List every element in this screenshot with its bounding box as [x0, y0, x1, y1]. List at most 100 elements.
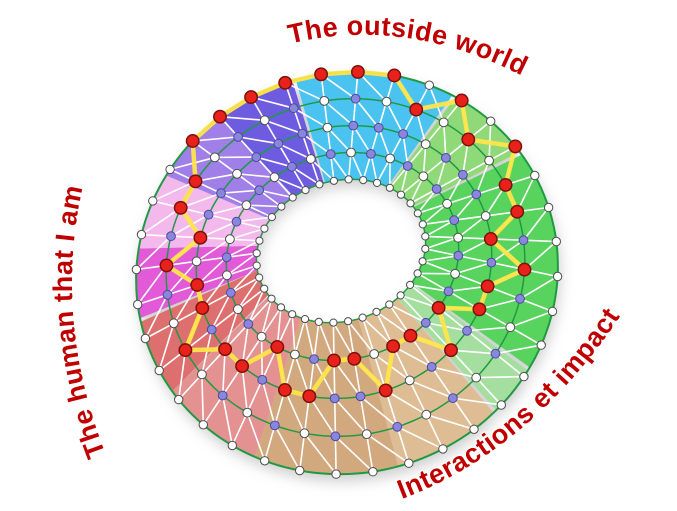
- grid-node[interactable]: [372, 307, 381, 316]
- grid-node[interactable]: [484, 155, 495, 166]
- grid-node[interactable]: [368, 467, 378, 477]
- profile-node[interactable]: [480, 279, 495, 294]
- grid-node[interactable]: [331, 469, 341, 479]
- grid-node[interactable]: [256, 331, 267, 342]
- grid-node[interactable]: [420, 317, 431, 328]
- profile-node[interactable]: [327, 353, 341, 368]
- profile-node[interactable]: [190, 278, 205, 292]
- grid-node[interactable]: [519, 371, 529, 382]
- grid-node[interactable]: [241, 200, 252, 211]
- grid-node[interactable]: [288, 193, 297, 202]
- profile-node[interactable]: [195, 301, 210, 315]
- profile-node[interactable]: [185, 134, 200, 148]
- grid-node[interactable]: [322, 122, 333, 133]
- grid-node[interactable]: [299, 428, 310, 439]
- grid-node[interactable]: [222, 270, 232, 281]
- grid-node[interactable]: [346, 147, 356, 158]
- grid-node[interactable]: [515, 293, 525, 304]
- profile-node[interactable]: [472, 302, 487, 317]
- grid-node[interactable]: [330, 431, 341, 442]
- grid-node[interactable]: [361, 429, 372, 440]
- grid-node[interactable]: [260, 224, 269, 233]
- grid-node[interactable]: [198, 420, 209, 430]
- grid-node[interactable]: [441, 153, 451, 163]
- grid-node[interactable]: [174, 394, 184, 405]
- grid-node[interactable]: [431, 184, 442, 194]
- profile-node[interactable]: [387, 68, 402, 83]
- grid-node[interactable]: [421, 232, 430, 241]
- profile-node[interactable]: [347, 351, 362, 366]
- grid-node[interactable]: [166, 231, 176, 242]
- grid-node[interactable]: [392, 421, 403, 432]
- grid-node[interactable]: [406, 199, 415, 208]
- grid-node[interactable]: [162, 289, 173, 300]
- profile-node[interactable]: [173, 200, 188, 215]
- grid-node[interactable]: [217, 390, 228, 401]
- grid-node[interactable]: [273, 138, 284, 149]
- grid-node[interactable]: [505, 322, 516, 333]
- grid-node[interactable]: [168, 318, 179, 329]
- profile-node[interactable]: [270, 340, 285, 354]
- grid-node[interactable]: [314, 317, 323, 326]
- profile-node[interactable]: [278, 75, 293, 90]
- grid-node[interactable]: [398, 129, 409, 139]
- grid-node[interactable]: [301, 186, 310, 195]
- grid-node[interactable]: [136, 229, 147, 240]
- grid-node[interactable]: [329, 393, 340, 404]
- grid-node[interactable]: [233, 132, 244, 142]
- grid-node[interactable]: [421, 244, 430, 253]
- grid-node[interactable]: [418, 257, 427, 266]
- grid-node[interactable]: [518, 235, 529, 246]
- profile-node[interactable]: [244, 90, 259, 105]
- grid-node[interactable]: [329, 318, 338, 327]
- profile-node[interactable]: [378, 383, 393, 398]
- grid-node[interactable]: [191, 256, 202, 267]
- grid-node[interactable]: [358, 313, 367, 322]
- profile-node[interactable]: [277, 383, 292, 397]
- grid-node[interactable]: [480, 211, 491, 221]
- grid-node[interactable]: [233, 304, 243, 315]
- grid-node[interactable]: [396, 190, 406, 199]
- grid-node[interactable]: [288, 310, 297, 319]
- grid-node[interactable]: [385, 183, 394, 192]
- grid-node[interactable]: [443, 286, 454, 297]
- profile-node[interactable]: [188, 174, 203, 189]
- grid-node[interactable]: [536, 340, 546, 350]
- profile-node[interactable]: [314, 67, 329, 82]
- grid-node[interactable]: [259, 115, 270, 126]
- grid-node[interactable]: [319, 96, 330, 106]
- grid-node[interactable]: [216, 188, 226, 199]
- grid-node[interactable]: [297, 128, 308, 139]
- grid-node[interactable]: [287, 161, 297, 172]
- grid-node[interactable]: [290, 349, 300, 360]
- grid-node[interactable]: [486, 257, 497, 268]
- grid-node[interactable]: [269, 420, 280, 431]
- grid-node[interactable]: [355, 391, 366, 402]
- grid-node[interactable]: [406, 280, 415, 289]
- grid-node[interactable]: [458, 169, 468, 180]
- profile-node[interactable]: [461, 132, 476, 147]
- grid-node[interactable]: [197, 369, 207, 380]
- grid-node[interactable]: [206, 324, 217, 335]
- grid-node[interactable]: [552, 271, 563, 282]
- profile-node[interactable]: [235, 359, 250, 374]
- profile-node[interactable]: [517, 262, 532, 277]
- grid-node[interactable]: [453, 250, 464, 261]
- grid-node[interactable]: [424, 80, 434, 90]
- grid-node[interactable]: [490, 348, 501, 359]
- grid-node[interactable]: [252, 249, 261, 258]
- grid-node[interactable]: [471, 372, 482, 383]
- grid-node[interactable]: [257, 374, 268, 385]
- grid-node[interactable]: [288, 103, 299, 114]
- grid-node[interactable]: [404, 375, 415, 386]
- grid-node[interactable]: [348, 120, 359, 131]
- grid-node[interactable]: [471, 189, 482, 200]
- grid-node[interactable]: [260, 284, 269, 293]
- grid-node[interactable]: [140, 333, 151, 344]
- profile-node[interactable]: [510, 204, 525, 219]
- grid-node[interactable]: [381, 96, 392, 107]
- grid-node[interactable]: [221, 252, 232, 263]
- grid-node[interactable]: [269, 172, 280, 183]
- grid-node[interactable]: [385, 300, 394, 309]
- grid-node[interactable]: [267, 213, 276, 222]
